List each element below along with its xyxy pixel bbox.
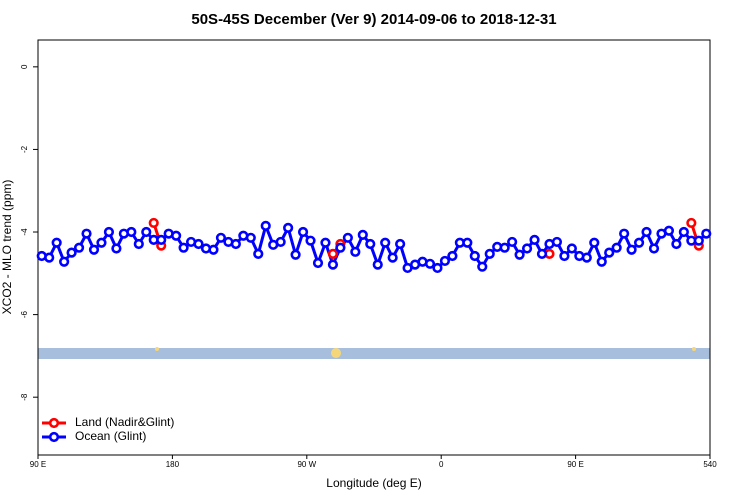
series-point	[626, 244, 637, 255]
chart-title: 50S-45S December (Ver 9) 2014-09-06 to 2…	[191, 11, 556, 28]
series-point	[327, 248, 339, 260]
series-point	[297, 226, 309, 238]
series-point	[447, 250, 458, 262]
series-point	[663, 225, 675, 236]
series-point	[260, 220, 271, 231]
series-point	[611, 242, 622, 253]
series-point	[589, 237, 600, 248]
series-point	[469, 250, 480, 262]
y-tick-label: 0	[20, 64, 29, 69]
series-point	[178, 242, 189, 253]
series-point	[484, 248, 495, 260]
series-point	[701, 228, 712, 239]
y-tick-label: -2	[20, 145, 29, 153]
band-dot	[331, 348, 341, 358]
series-point	[380, 237, 391, 248]
series-point	[335, 242, 346, 253]
y-tick-label: -8	[20, 393, 29, 401]
x-tick-label: 180	[166, 460, 180, 469]
series-point	[320, 237, 331, 248]
series-point	[44, 252, 55, 263]
series-point	[327, 259, 339, 270]
series-point	[245, 232, 256, 243]
series-point	[536, 248, 548, 260]
x-tick-label: 90 W	[297, 460, 316, 469]
series-point	[462, 237, 473, 248]
legend-swatch	[48, 417, 60, 429]
series-point	[305, 235, 316, 246]
y-axis-label: XCO2 - MLO trend (ppm)	[0, 180, 14, 315]
series-point	[424, 258, 436, 269]
series-point	[156, 234, 167, 245]
series-point	[686, 217, 697, 229]
series-point	[133, 238, 144, 250]
series-point	[171, 230, 182, 241]
series-point	[66, 247, 77, 258]
series-point	[193, 238, 204, 250]
series-point	[387, 252, 398, 263]
series-point	[342, 232, 353, 243]
series-point	[648, 243, 660, 254]
x-tick-label: 0	[439, 460, 444, 469]
series-point	[581, 252, 592, 263]
series-point	[141, 226, 152, 238]
x-tick-label: 90 E	[567, 460, 583, 469]
series-point	[693, 235, 704, 246]
series-point	[365, 238, 376, 250]
series-point	[499, 242, 510, 253]
series-point	[253, 248, 264, 260]
series-point	[641, 226, 652, 238]
series-point	[51, 237, 62, 248]
band-dot	[692, 347, 696, 351]
series-point	[678, 226, 689, 238]
legend-label: Ocean (Glint)	[75, 429, 146, 443]
series-point	[126, 226, 137, 238]
series-point	[111, 243, 122, 254]
series-point	[350, 246, 361, 257]
x-tick-label: 540	[703, 460, 717, 469]
series-point	[208, 244, 219, 255]
series-point	[596, 256, 607, 267]
series-point	[357, 229, 368, 241]
surface-band	[38, 348, 710, 359]
series-point	[81, 228, 92, 239]
x-axis-label: Longitude (deg E)	[326, 476, 421, 490]
series-point	[148, 217, 159, 229]
series-point	[439, 255, 451, 267]
series-point	[671, 238, 682, 250]
series-point	[551, 236, 563, 248]
series-point	[230, 238, 241, 250]
plot-frame	[37, 39, 711, 456]
series-point	[275, 236, 286, 248]
legend-swatch	[48, 431, 60, 443]
x-tick-label: 90 E	[30, 460, 46, 469]
series-point	[507, 236, 518, 248]
series-point	[96, 237, 107, 248]
y-tick-label: -6	[20, 311, 29, 319]
band-dot	[155, 347, 159, 351]
series-point	[73, 242, 85, 253]
series-point	[372, 259, 383, 270]
series-point	[619, 228, 630, 239]
series-point	[566, 243, 577, 254]
series-point	[103, 226, 115, 238]
series-point	[604, 247, 615, 258]
series-point	[88, 244, 100, 255]
legend-label: Land (Nadir&Glint)	[75, 415, 174, 429]
series-point	[290, 249, 301, 260]
series-point	[559, 250, 570, 262]
series-point	[529, 234, 540, 245]
series-point	[432, 262, 443, 274]
series-point	[477, 261, 488, 272]
series-point	[633, 237, 645, 248]
series-point	[521, 243, 533, 254]
series-point	[312, 257, 324, 269]
series-point	[59, 256, 70, 267]
series-point	[514, 249, 525, 260]
series-point	[395, 238, 406, 250]
series-point	[283, 222, 294, 233]
y-tick-label: -4	[20, 228, 29, 236]
series-point	[215, 232, 227, 243]
